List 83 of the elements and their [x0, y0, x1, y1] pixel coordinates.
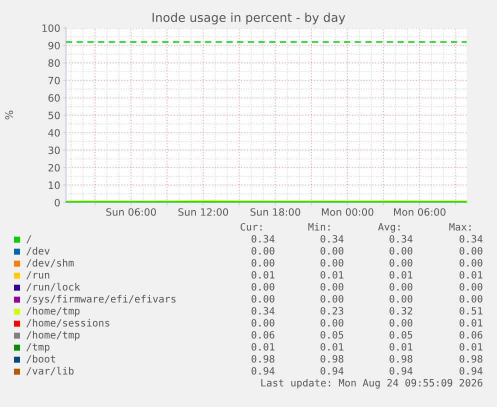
y-tick-label: 10: [48, 181, 60, 189]
x-tick-label: Mon 06:00: [394, 208, 446, 216]
text: 0.00: [320, 247, 344, 255]
text: Min:: [308, 222, 330, 230]
text: 0.01: [320, 343, 344, 351]
text: 0.05: [320, 331, 344, 339]
legend-label: /sys/firmware/efi/efivars: [26, 294, 176, 305]
text: 0.01: [390, 343, 412, 351]
text: 0.01: [460, 271, 482, 279]
legend-label: /home/sessions: [26, 318, 110, 328]
text: 0.94: [390, 367, 413, 375]
text: 0.00: [252, 259, 274, 267]
text: 0.94: [320, 367, 344, 375]
text: 0.00: [390, 295, 412, 303]
legend-label: /run: [26, 271, 50, 280]
text: 0.06: [252, 331, 274, 339]
y-tick-label: 40: [48, 129, 60, 137]
text: 0.00: [320, 295, 344, 303]
text: 0.34: [460, 235, 483, 243]
text: 0.06: [460, 331, 482, 339]
text: 0.32: [390, 307, 412, 315]
text: 0.34: [252, 235, 275, 243]
legend-label: /dev: [26, 246, 50, 256]
text: 0.00: [390, 319, 412, 327]
legend-label: /var/lib: [26, 366, 74, 376]
text: 0.00: [320, 259, 344, 267]
text: 0.34: [320, 235, 344, 243]
legend-label: /home/tmp: [26, 330, 80, 341]
y-tick-label: 100: [42, 24, 60, 32]
text: 0.01: [390, 271, 412, 279]
text: 0.00: [320, 319, 344, 327]
text: 0.00: [460, 283, 482, 291]
x-tick-label: Sun 18:00: [250, 208, 300, 216]
text: 0.00: [252, 247, 274, 255]
y-tick-label: 20: [48, 164, 60, 172]
text: 0.00: [460, 295, 482, 303]
x-tick-label: Sun 06:00: [106, 208, 156, 216]
text: 0.51: [460, 307, 482, 315]
legend-label: /run/lock: [26, 282, 80, 292]
text: 0.34: [390, 235, 413, 243]
text: 0.34: [252, 307, 275, 315]
text: Max:: [449, 223, 471, 231]
text: 0.23: [320, 307, 344, 315]
text: 0.00: [320, 283, 344, 291]
y-tick-label: 90: [48, 42, 60, 50]
text: 0.00: [390, 247, 412, 255]
y-tick-label: 0: [54, 198, 60, 206]
text: 0.00: [460, 247, 482, 255]
text: 0.00: [460, 259, 482, 267]
y-tick-label: 70: [48, 76, 60, 84]
text: 0.00: [390, 283, 412, 291]
x-tick-label: Sun 12:00: [178, 208, 228, 216]
text: 0.00: [252, 295, 274, 303]
text: Avg:: [378, 223, 400, 233]
text: 0.98: [252, 355, 274, 363]
text: 0.94: [460, 367, 483, 375]
text: 0.01: [320, 271, 344, 279]
text: 0.00: [252, 319, 274, 327]
text: 0.98: [320, 355, 344, 363]
y-tick-label: 80: [48, 59, 60, 67]
y-tick-label: 60: [48, 94, 60, 102]
y-axis-title: %: [5, 110, 14, 120]
text: 0.00: [252, 283, 274, 291]
text: 0.01: [252, 343, 274, 351]
text: 0.01: [460, 343, 482, 351]
chart-title: Inode usage in percent - by day: [152, 12, 346, 24]
text: 0.01: [460, 319, 482, 327]
y-tick-label: 50: [48, 112, 60, 120]
y-tick-label: 30: [48, 146, 60, 154]
text: 0.01: [252, 271, 274, 279]
x-tick-label: Mon 00:00: [322, 208, 374, 216]
text: 0.98: [390, 355, 412, 363]
legend-label: /dev/shm: [26, 258, 74, 268]
text: 0.98: [460, 355, 482, 363]
text: 0.94: [252, 367, 275, 375]
legend-label: /home/tmp: [26, 306, 80, 317]
legend-label: /: [26, 235, 32, 244]
text: 0.05: [390, 331, 412, 339]
text: Last update: Mon Aug 24 09:55:09 2026: [261, 378, 482, 389]
legend-label: /tmp: [26, 343, 50, 353]
text: 0.00: [390, 259, 412, 267]
text: Cur:: [240, 223, 262, 231]
legend-label: /boot: [26, 354, 56, 364]
